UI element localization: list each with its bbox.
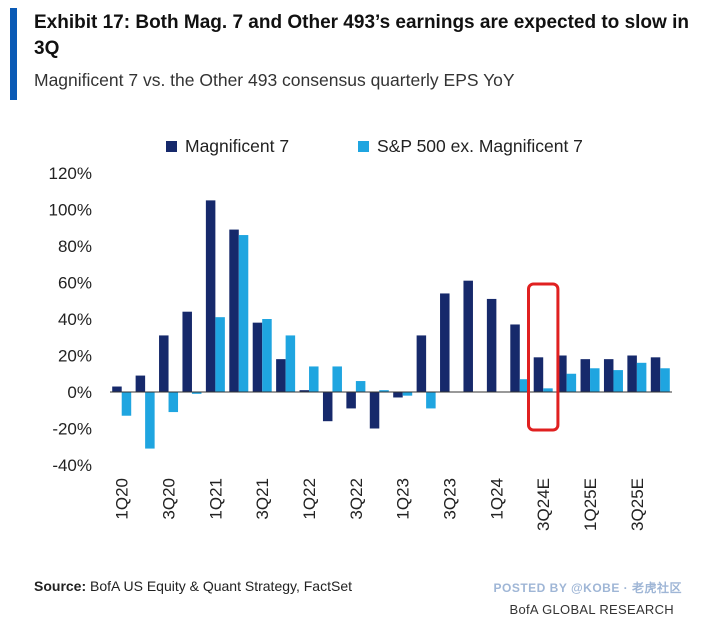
- bar-magnificent-7: [229, 229, 239, 392]
- bar-magnificent-7: [510, 324, 520, 392]
- bar-magnificent-7: [650, 357, 661, 392]
- bar-magnificent-7: [393, 392, 403, 398]
- bar-sp500-ex-mag7: [613, 370, 623, 392]
- bar-magnificent-7: [440, 293, 450, 392]
- bar-magnificent-7: [463, 280, 473, 392]
- x-tick-label: 1Q23: [394, 478, 413, 520]
- bar-magnificent-7: [533, 357, 544, 392]
- eps-yoy-bar-chart: 120% 100% 80% 60% 40% 20% 0% -20% -40% 1Q20 3Q20 1Q…: [49, 164, 672, 531]
- bar-magnificent-7: [322, 392, 333, 422]
- x-tick-label: 3Q24E: [534, 478, 553, 531]
- bar-magnificent-7: [416, 335, 427, 392]
- bar-sp500-ex-mag7: [215, 317, 225, 392]
- y-tick-label: -20%: [52, 420, 92, 439]
- bar-sp500-ex-mag7: [285, 335, 296, 392]
- bar-magnificent-7: [182, 311, 192, 392]
- x-tick-label: 3Q23: [441, 478, 460, 520]
- legend-label-magnificent-7: Magnificent 7: [185, 136, 290, 156]
- posted-by-watermark: POSTED BY @KOBE · 老虎社区: [493, 581, 682, 595]
- bar-magnificent-7: [369, 392, 380, 429]
- source-label: Source:: [34, 578, 87, 594]
- chart-legend: Magnificent 7 S&P 500 ex. Magnificent 7: [0, 136, 704, 158]
- bar-sp500-ex-mag7: [426, 392, 436, 409]
- bar-magnificent-7: [205, 200, 216, 392]
- bar-sp500-ex-mag7: [238, 235, 249, 392]
- bar-magnificent-7: [580, 359, 591, 392]
- x-tick-label: 1Q24: [487, 478, 506, 520]
- bar-magnificent-7: [159, 335, 169, 392]
- source-text: BofA US Equity & Quant Strategy, FactSet: [86, 578, 352, 594]
- bar-sp500-ex-mag7: [543, 388, 553, 392]
- bar-sp500-ex-mag7: [145, 392, 155, 449]
- y-tick-label: 60%: [58, 274, 92, 293]
- bar-sp500-ex-mag7: [191, 392, 202, 394]
- y-tick-label: 20%: [58, 347, 92, 366]
- highlight-box-3q24e: [527, 282, 560, 432]
- exhibit-subtitle: Magnificent 7 vs. the Other 493 consensu…: [34, 70, 515, 90]
- y-tick-label: 0%: [67, 383, 92, 402]
- bar-sp500-ex-mag7: [262, 319, 272, 392]
- bar-sp500-ex-mag7: [379, 390, 389, 392]
- bar-magnificent-7: [346, 392, 356, 409]
- legend-swatch-magnificent-7: [166, 141, 177, 152]
- bar-magnificent-7: [627, 355, 637, 392]
- x-tick-label: 1Q20: [113, 478, 132, 520]
- bar-sp500-ex-mag7: [332, 366, 342, 392]
- bar-magnificent-7: [252, 322, 263, 392]
- x-tick-label: 3Q25E: [628, 478, 647, 531]
- bar-magnificent-7: [276, 359, 286, 392]
- x-tick-label: 3Q21: [253, 478, 272, 520]
- bar-sp500-ex-mag7: [309, 366, 319, 392]
- x-tick-label: 1Q21: [206, 478, 225, 520]
- bar-sp500-ex-mag7: [566, 373, 577, 392]
- bar-magnificent-7: [112, 386, 122, 392]
- x-tick-label: 3Q20: [160, 478, 179, 520]
- bar-sp500-ex-mag7: [519, 379, 530, 392]
- bar-sp500-ex-mag7: [590, 368, 600, 392]
- legend-item-sp500-ex-mag7: S&P 500 ex. Magnificent 7: [358, 136, 583, 157]
- source-note: Source: BofA US Equity & Quant Strategy,…: [34, 578, 352, 594]
- x-tick-label: 3Q22: [347, 478, 366, 520]
- bar-sp500-ex-mag7: [168, 392, 179, 413]
- bar-sp500-ex-mag7: [636, 362, 647, 392]
- bar-magnificent-7: [557, 355, 567, 392]
- bofa-global-research-brand: BofA GLOBAL RESEARCH: [509, 602, 674, 617]
- bar-magnificent-7: [486, 298, 497, 392]
- legend-label-sp500-ex-mag7: S&P 500 ex. Magnificent 7: [377, 136, 583, 156]
- y-tick-label: 120%: [49, 164, 92, 183]
- x-tick-label: 1Q22: [300, 478, 319, 520]
- legend-item-magnificent-7: Magnificent 7: [166, 136, 289, 157]
- bar-magnificent-7: [135, 375, 146, 392]
- bar-sp500-ex-mag7: [402, 392, 413, 396]
- bar-sp500-ex-mag7: [121, 392, 132, 416]
- exhibit-title: Exhibit 17: Both Mag. 7 and Other 493’s …: [34, 12, 689, 59]
- bar-magnificent-7: [299, 390, 310, 392]
- legend-swatch-sp500-ex-mag7: [358, 141, 369, 152]
- y-tick-label: -40%: [52, 456, 92, 475]
- x-tick-label: 1Q25E: [581, 478, 600, 531]
- y-tick-label: 80%: [58, 237, 92, 256]
- bar-sp500-ex-mag7: [355, 381, 366, 392]
- y-tick-label: 40%: [58, 310, 92, 329]
- y-tick-label: 100%: [49, 201, 92, 220]
- bar-sp500-ex-mag7: [660, 368, 670, 392]
- bar-magnificent-7: [603, 359, 614, 392]
- title-accent-bar: [10, 8, 17, 100]
